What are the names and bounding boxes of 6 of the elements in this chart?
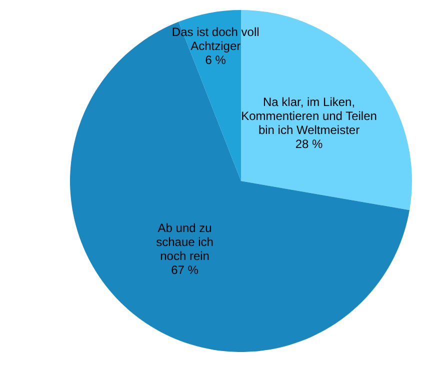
data-label: 28 % <box>295 137 324 152</box>
slice-label: Ab und zu schaue ich noch rein <box>156 221 214 264</box>
data-label: 67 % <box>171 263 199 278</box>
slice-label: Na klar, im Liken, Kommentieren und Teilen bin ich Weltmeister <box>241 95 377 138</box>
data-label: 6 % <box>205 52 226 67</box>
slice-label: Das ist doch voll Achtziger <box>172 24 260 53</box>
